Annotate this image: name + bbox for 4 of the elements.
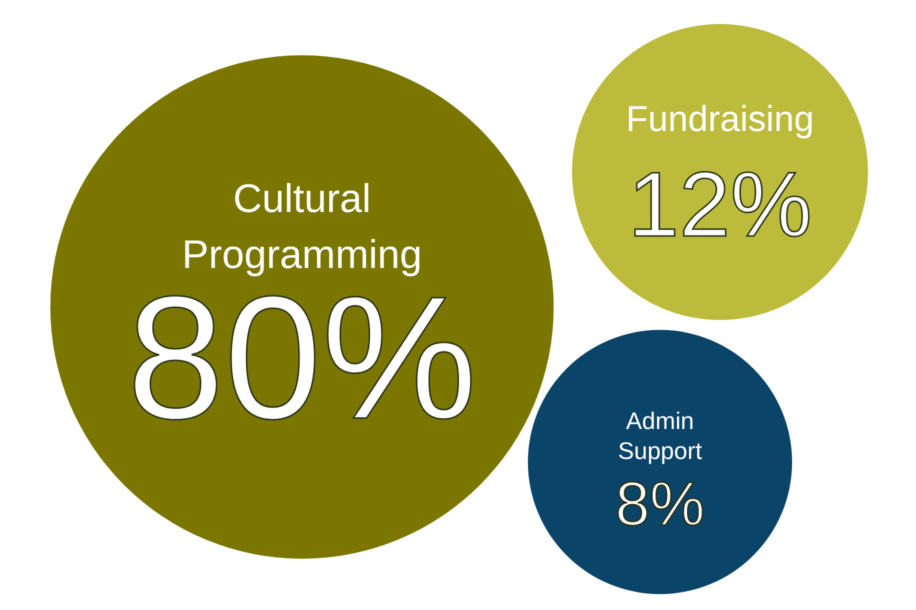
data-label: 12% — [628, 154, 812, 256]
category-label: Fundraising — [626, 98, 814, 139]
category-label: Admin Support — [618, 408, 702, 465]
data-label: 8% — [615, 470, 705, 539]
